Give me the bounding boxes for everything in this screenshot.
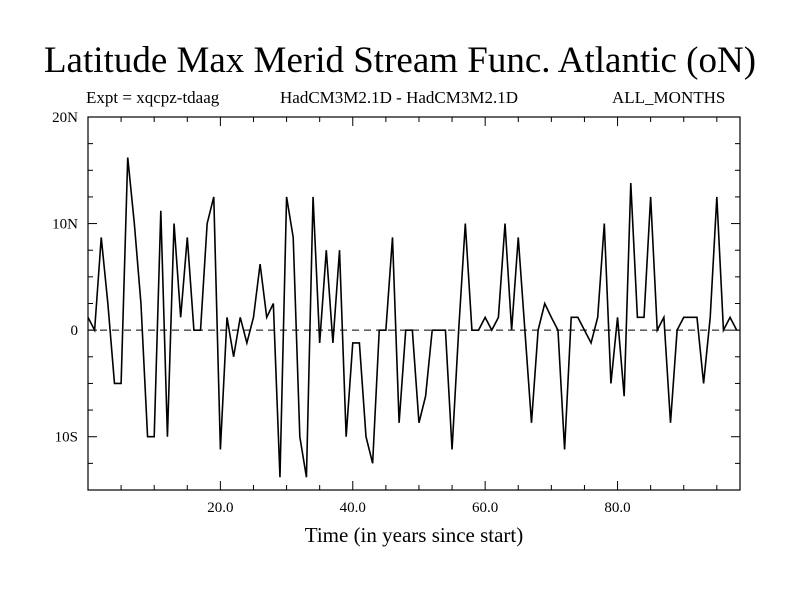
x-axis-title: Time (in years since start) xyxy=(305,523,524,547)
y-tick-label: 20N xyxy=(52,110,78,126)
tick-labels: 20N 10N 0 10S 20.0 40.0 60.0 80.0 xyxy=(52,110,631,516)
x-tick-label: 20.0 xyxy=(207,500,233,516)
models-label: HadCM3M2.1D - HadCM3M2.1D xyxy=(280,88,518,107)
period-label: ALL_MONTHS xyxy=(612,88,726,107)
x-tick-label: 60.0 xyxy=(472,500,498,516)
y-tick-label: 10S xyxy=(55,430,78,446)
series-line xyxy=(87,157,738,478)
series-layer xyxy=(87,157,738,478)
plot-frame xyxy=(87,116,741,491)
y-tick-label: 0 xyxy=(71,323,79,339)
y-tick-label: 10N xyxy=(52,217,78,233)
axis-ticks xyxy=(88,116,740,491)
experiment-label: Expt = xqcpz-tdaag xyxy=(86,88,220,107)
x-tick-label: 80.0 xyxy=(604,500,630,516)
chart-title: Latitude Max Merid Stream Func. Atlantic… xyxy=(43,40,757,81)
x-tick-label: 40.0 xyxy=(340,500,366,516)
